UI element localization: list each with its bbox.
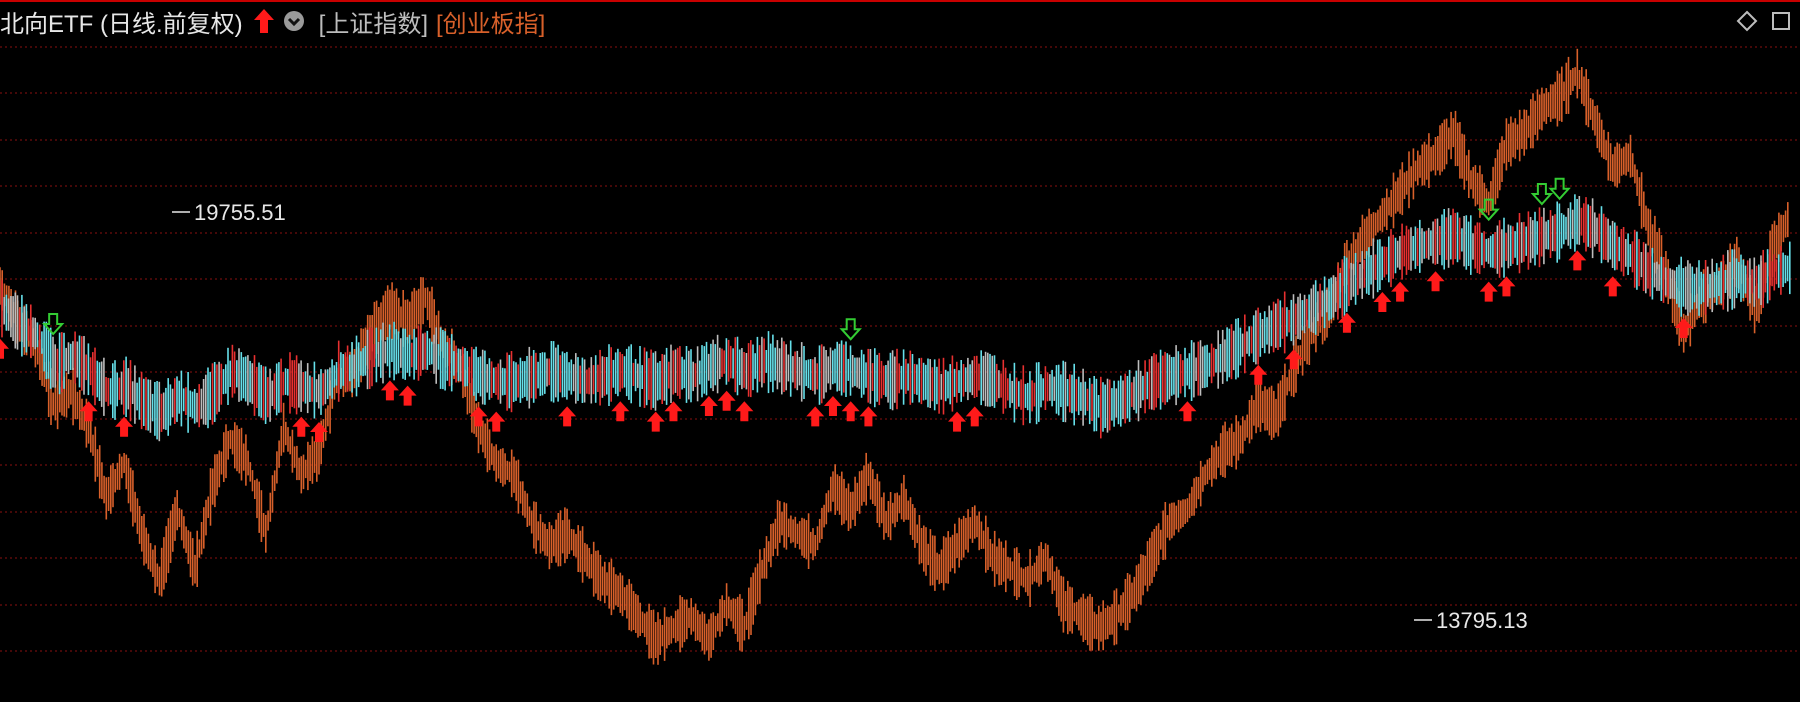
- low-price-label: 13795.13: [1414, 608, 1528, 633]
- buy-signal-arrow: [948, 411, 967, 432]
- buy-signal-arrow: [310, 422, 329, 442]
- buy-signal-arrow: [1479, 281, 1498, 302]
- sell-signal-arrow: [1548, 177, 1571, 201]
- diamond-icon[interactable]: [1734, 8, 1760, 34]
- sell-signal-arrow: [839, 318, 862, 341]
- chevron-down-circle-icon[interactable]: [283, 10, 305, 32]
- buy-signal-arrow: [1603, 276, 1622, 297]
- top-border: [0, 0, 1800, 2]
- link-shanghai-index[interactable]: [上证指数]: [318, 10, 428, 38]
- buy-signal-arrow: [965, 406, 984, 427]
- buy-signal-arrow: [1178, 401, 1197, 422]
- maximize-window-icon[interactable]: [1768, 8, 1794, 34]
- chart-header: 北向ETF (日线.前复权) [上证指数] [创业板指]: [0, 4, 1800, 38]
- buy-signal-arrow: [699, 396, 718, 416]
- svg-text:19755.51: 19755.51: [194, 200, 286, 225]
- chart-title: 北向ETF (日线.前复权): [0, 10, 243, 38]
- buy-signal-arrow: [735, 401, 754, 422]
- buy-signal-arrow: [469, 406, 488, 427]
- buy-signal-arrow: [79, 401, 98, 422]
- sell-signal-arrow: [1530, 183, 1554, 206]
- high-price-label: 19755.51: [172, 200, 286, 225]
- buy-signal-arrow: [646, 411, 665, 432]
- buy-signal-arrow: [0, 338, 9, 359]
- buy-signal-arrow: [1249, 364, 1268, 385]
- buy-signal-arrow: [558, 406, 577, 427]
- sell-signal-arrow: [41, 313, 65, 336]
- buy-signal-arrow: [611, 401, 630, 422]
- buy-signal-arrow: [806, 406, 825, 427]
- buy-signal-arrow: [859, 406, 878, 427]
- buy-signal-arrow: [1373, 292, 1392, 312]
- buy-signal-arrow: [1674, 318, 1693, 338]
- buy-signal-arrow: [1497, 276, 1516, 297]
- buy-signal-arrow: [487, 411, 506, 432]
- buy-signal-arrow: [398, 385, 417, 406]
- buy-signal-arrow: [380, 380, 399, 401]
- buy-signal-arrow: [1426, 271, 1445, 292]
- link-chinext-index[interactable]: [创业板指]: [436, 10, 546, 38]
- svg-text:13795.13: 13795.13: [1436, 608, 1528, 633]
- buy-signal-arrow: [1337, 312, 1356, 333]
- buy-signal-arrow: [115, 416, 134, 437]
- buy-signal-arrow: [823, 396, 842, 416]
- sell-signal-arrow: [1477, 198, 1500, 222]
- buy-signal-arrow: [841, 401, 860, 422]
- buy-signal-arrow: [1284, 349, 1303, 370]
- buy-signal-arrow: [664, 401, 683, 422]
- red-up-arrow-icon: [253, 8, 275, 34]
- buy-signal-arrow: [1568, 250, 1587, 271]
- buy-signal-arrow: [1391, 281, 1410, 302]
- buy-signal-arrow: [292, 416, 311, 437]
- buy-signal-arrow: [717, 390, 736, 411]
